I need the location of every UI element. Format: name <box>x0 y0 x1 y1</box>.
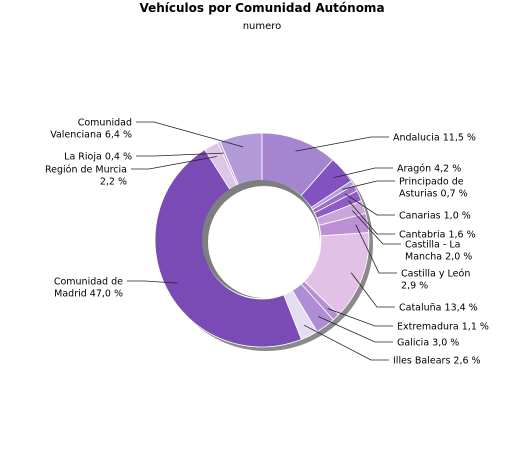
label-comunidad-de-madrid: Comunidad de Madrid 47,0 % <box>54 277 123 300</box>
label-line: Cantabria 1,6 % <box>399 230 476 241</box>
label-line: Región de Murcia <box>45 165 127 176</box>
donut-hole <box>202 180 320 298</box>
label-line: Extremadura 1,1 % <box>397 322 489 333</box>
chart-subtitle: numero <box>243 21 282 32</box>
slice-labels: Andalucia 11,5 % Aragón 4,2 % Principado d… <box>45 118 489 367</box>
leader-la-rioja <box>136 152 224 157</box>
leader-illes-balears <box>303 324 389 361</box>
leader-lines <box>127 121 401 361</box>
label-aragon: Aragón 4,2 % <box>397 164 461 175</box>
leader-aragon <box>333 167 393 178</box>
leader-extremadura <box>327 308 393 327</box>
label-line: Principado de <box>399 177 464 188</box>
label-la-rioja: La Rioja 0,4 % <box>64 152 132 163</box>
leader-cantabria <box>348 200 395 235</box>
label-andalucia: Andalucia 11,5 % <box>393 133 476 144</box>
label-line: Galicia 3,0 % <box>397 338 459 349</box>
label-line: Castilla y León <box>401 269 470 280</box>
label-line: La Rioja 0,4 % <box>64 152 132 163</box>
leader-comunidad-de-madrid <box>127 280 178 284</box>
label-cantabria: Cantabria 1,6 % <box>399 230 476 241</box>
leader-castilla-la-mancha <box>352 210 401 245</box>
leader-andalucia <box>295 136 389 152</box>
leader-canarias <box>344 193 395 216</box>
label-line: 2,9 % <box>401 281 428 292</box>
label-illes-balears: Illes Balears 2,6 % <box>393 356 481 367</box>
label-castilla-y-leon: Castilla y León 2,9 % <box>401 269 470 292</box>
label-canarias: Canarias 1,0 % <box>399 211 471 222</box>
chart-title: Vehículos por Comunidad Autónoma <box>139 1 384 15</box>
label-galicia: Galicia 3,0 % <box>397 338 459 349</box>
label-principado-de-asturias: Principado de Asturias 0,7 % <box>399 177 468 200</box>
label-line: 2,2 % <box>100 177 127 188</box>
label-region-de-murcia: Región de Murcia 2,2 % <box>45 165 127 188</box>
label-castilla-la-mancha: Castilla - La Mancha 2,0 % <box>405 240 472 263</box>
label-line: Aragón 4,2 % <box>397 164 461 175</box>
leader-galicia <box>318 316 393 343</box>
slices <box>154 132 370 348</box>
leader-principado-de-asturias <box>342 180 395 190</box>
leader-castilla-y-leon <box>355 224 397 274</box>
label-line: Cataluña 13,4 % <box>399 303 478 314</box>
label-line: Madrid 47,0 % <box>54 289 123 300</box>
label-line: Canarias 1,0 % <box>399 211 471 222</box>
label-line: Illes Balears 2,6 % <box>393 356 481 367</box>
label-line: Comunidad de <box>54 277 123 288</box>
label-line: Asturias 0,7 % <box>399 189 468 200</box>
leader-comunidad-valenciana <box>136 121 244 148</box>
label-comunidad-valenciana: Comunidad Valenciana 6,4 % <box>50 118 132 141</box>
label-line: Valenciana 6,4 % <box>50 130 132 141</box>
leader-region-de-murcia <box>131 156 217 170</box>
leader-cataluna <box>350 272 395 308</box>
donut-hole-center <box>208 186 320 298</box>
label-line: Mancha 2,0 % <box>405 252 472 263</box>
label-cataluna: Cataluña 13,4 % <box>399 303 478 314</box>
label-line: Andalucia 11,5 % <box>393 133 476 144</box>
label-line: Comunidad <box>78 118 132 129</box>
label-extremadura: Extremadura 1,1 % <box>397 322 489 333</box>
slice-comunidad-de-madrid <box>154 149 302 348</box>
label-line: Castilla - La <box>405 240 460 251</box>
